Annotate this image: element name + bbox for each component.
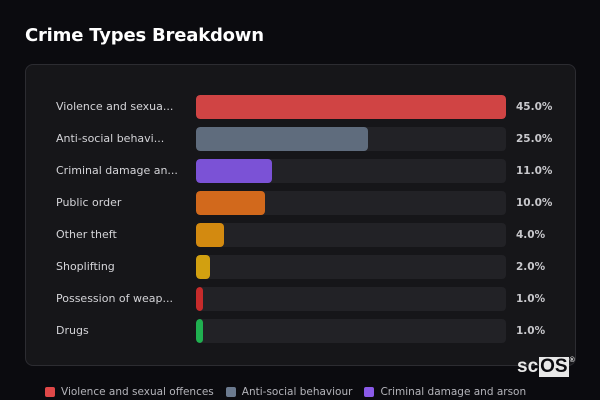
watermark-prefix: sc bbox=[517, 356, 539, 377]
chart-legend: Violence and sexual offences Anti-social… bbox=[45, 386, 538, 398]
legend-item[interactable]: Criminal damage and arson bbox=[364, 386, 526, 398]
registered-mark: ® bbox=[569, 357, 575, 364]
bar-value: 1.0% bbox=[516, 293, 546, 305]
bar-fill bbox=[196, 223, 224, 247]
bar-fill bbox=[196, 95, 506, 119]
bar-value: 11.0% bbox=[516, 165, 553, 177]
bar-track bbox=[196, 159, 506, 183]
bar-label: Public order bbox=[56, 196, 122, 209]
bar-fill bbox=[196, 159, 272, 183]
legend-swatch-icon bbox=[225, 387, 236, 397]
bar-value: 4.0% bbox=[516, 229, 546, 241]
bar-track bbox=[196, 319, 506, 343]
bar-row[interactable]: Anti-social behavi... 25.0% bbox=[26, 127, 575, 151]
legend-swatch-icon bbox=[45, 387, 55, 397]
bar-track bbox=[196, 287, 506, 311]
bar-fill bbox=[196, 255, 210, 279]
bar-value: 2.0% bbox=[516, 261, 546, 273]
bar-track bbox=[196, 223, 506, 247]
legend-label: Anti-social behaviour bbox=[241, 386, 353, 398]
bar-track bbox=[196, 127, 506, 151]
bar-value: 10.0% bbox=[516, 197, 553, 209]
bar-label: Violence and sexua... bbox=[56, 100, 174, 113]
bar-label: Other theft bbox=[56, 228, 117, 241]
bar-row[interactable]: Other theft 4.0% bbox=[26, 223, 575, 247]
bar-row[interactable]: Criminal damage an... 11.0% bbox=[26, 159, 575, 183]
bar-track bbox=[196, 255, 506, 279]
bar-row[interactable]: Drugs 1.0% bbox=[26, 319, 575, 343]
legend-label: Violence and sexual offences bbox=[61, 386, 214, 398]
bar-label: Shoplifting bbox=[56, 260, 115, 273]
bar-track bbox=[196, 191, 506, 215]
bar-label: Drugs bbox=[56, 324, 89, 337]
bar-row[interactable]: Shoplifting 2.0% bbox=[26, 255, 575, 279]
bar-row[interactable]: Possession of weap... 1.0% bbox=[26, 287, 575, 311]
bar-value: 25.0% bbox=[516, 133, 553, 145]
legend-swatch-icon bbox=[364, 387, 375, 397]
bar-label: Anti-social behavi... bbox=[56, 132, 165, 145]
bar-track bbox=[196, 95, 506, 119]
watermark-boxed: OS bbox=[539, 356, 569, 377]
bar-fill bbox=[196, 319, 203, 343]
bar-row[interactable]: Public order 10.0% bbox=[26, 191, 575, 215]
bar-value: 45.0% bbox=[516, 101, 553, 113]
bar-label: Possession of weap... bbox=[56, 292, 173, 305]
chart-card: Violence and sexua... 45.0% Anti-social … bbox=[25, 64, 576, 366]
bar-fill bbox=[196, 127, 369, 151]
legend-label: Criminal damage and arson bbox=[380, 386, 527, 398]
bar-row[interactable]: Violence and sexua... 45.0% bbox=[26, 95, 575, 119]
bar-fill bbox=[196, 191, 265, 215]
bar-value: 1.0% bbox=[516, 325, 546, 337]
legend-item[interactable]: Violence and sexual offences bbox=[45, 386, 214, 398]
scos-watermark-logo: sc OS ® bbox=[517, 357, 575, 377]
chart-title: Crime Types Breakdown bbox=[25, 25, 264, 46]
legend-item[interactable]: Anti-social behaviour bbox=[225, 386, 353, 398]
bar-fill bbox=[196, 287, 203, 311]
bar-label: Criminal damage an... bbox=[56, 164, 178, 177]
